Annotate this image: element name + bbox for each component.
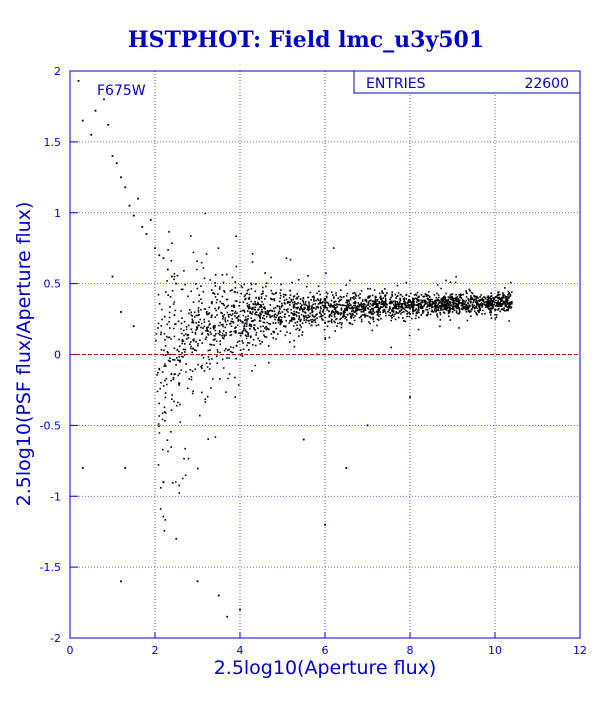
- data-point: [107, 123, 110, 126]
- data-point: [128, 204, 131, 207]
- stats-entries-label: ENTRIES: [366, 76, 426, 92]
- data-point: [124, 467, 127, 469]
- data-point: [141, 226, 144, 228]
- data-point: [324, 523, 326, 526]
- data-point: [345, 467, 348, 469]
- data-point: [175, 282, 178, 285]
- data-point: [124, 186, 127, 189]
- chart-title: HSTPHOT: Field lmc_u3y501: [128, 27, 484, 53]
- stats-entries-value: 22600: [524, 76, 569, 92]
- data-point: [171, 275, 173, 278]
- data-point: [162, 481, 165, 483]
- x-tick-label: 4: [237, 644, 244, 657]
- data-point: [149, 218, 152, 221]
- data-point: [145, 233, 148, 235]
- data-point: [111, 275, 114, 278]
- data-points: [77, 80, 513, 618]
- data-point-cloud: [155, 212, 513, 532]
- stats-box-frame: [353, 70, 581, 94]
- data-point: [217, 594, 220, 597]
- data-point: [120, 176, 122, 179]
- filter-annotation: F675W: [97, 83, 146, 99]
- data-point: [154, 247, 156, 250]
- data-point: [81, 467, 84, 469]
- data-point: [366, 424, 369, 427]
- y-tick-label: 1: [54, 207, 61, 220]
- y-tick-label: 0: [54, 349, 61, 362]
- y-tick-label: 1.5: [44, 136, 62, 149]
- data-point: [132, 325, 135, 328]
- data-point: [302, 438, 305, 441]
- plot-frame: [69, 70, 581, 639]
- y-tick-label: -0.5: [40, 419, 61, 432]
- stats-box: ENTRIES 22600: [353, 70, 581, 94]
- y-tick-label: 2: [54, 65, 61, 78]
- data-point: [137, 197, 139, 200]
- data-point: [90, 133, 93, 136]
- y-axis-label: 2.5log10(PSF flux/Aperture flux): [13, 202, 35, 507]
- x-tick-label: 0: [67, 644, 74, 657]
- y-tick-labels: -2 -1.5 -1 -0.5 0 0.5 1 1.5 2: [40, 65, 61, 645]
- x-tick-label: 10: [488, 644, 502, 657]
- x-axis-label: 2.5log10(Aperture flux): [214, 657, 437, 679]
- y-tick-label: -2: [50, 632, 61, 645]
- x-tick-label: 8: [407, 644, 414, 657]
- x-tick-label: 2: [152, 644, 159, 657]
- data-point: [226, 615, 229, 618]
- data-point: [77, 80, 80, 82]
- data-point: [196, 580, 199, 583]
- y-tick-label: -1: [50, 490, 61, 503]
- data-point: [94, 109, 97, 112]
- y-tick-label: 0.5: [44, 278, 62, 291]
- data-point: [162, 257, 165, 260]
- data-point: [158, 254, 161, 257]
- data-point: [239, 608, 241, 611]
- data-point: [120, 580, 122, 583]
- data-point: [115, 162, 118, 165]
- data-point: [81, 119, 84, 122]
- x-tick-label: 6: [322, 644, 329, 657]
- data-point: [132, 214, 135, 217]
- data-point: [409, 396, 411, 398]
- data-point: [175, 537, 178, 540]
- x-tick-labels: 0 2 4 6 8 10 12: [67, 644, 588, 657]
- x-tick-label: 12: [573, 644, 587, 657]
- data-point: [120, 311, 122, 313]
- data-point: [166, 268, 169, 271]
- data-point: [103, 98, 105, 101]
- y-tick-label: -1.5: [40, 561, 61, 574]
- data-point: [111, 155, 114, 157]
